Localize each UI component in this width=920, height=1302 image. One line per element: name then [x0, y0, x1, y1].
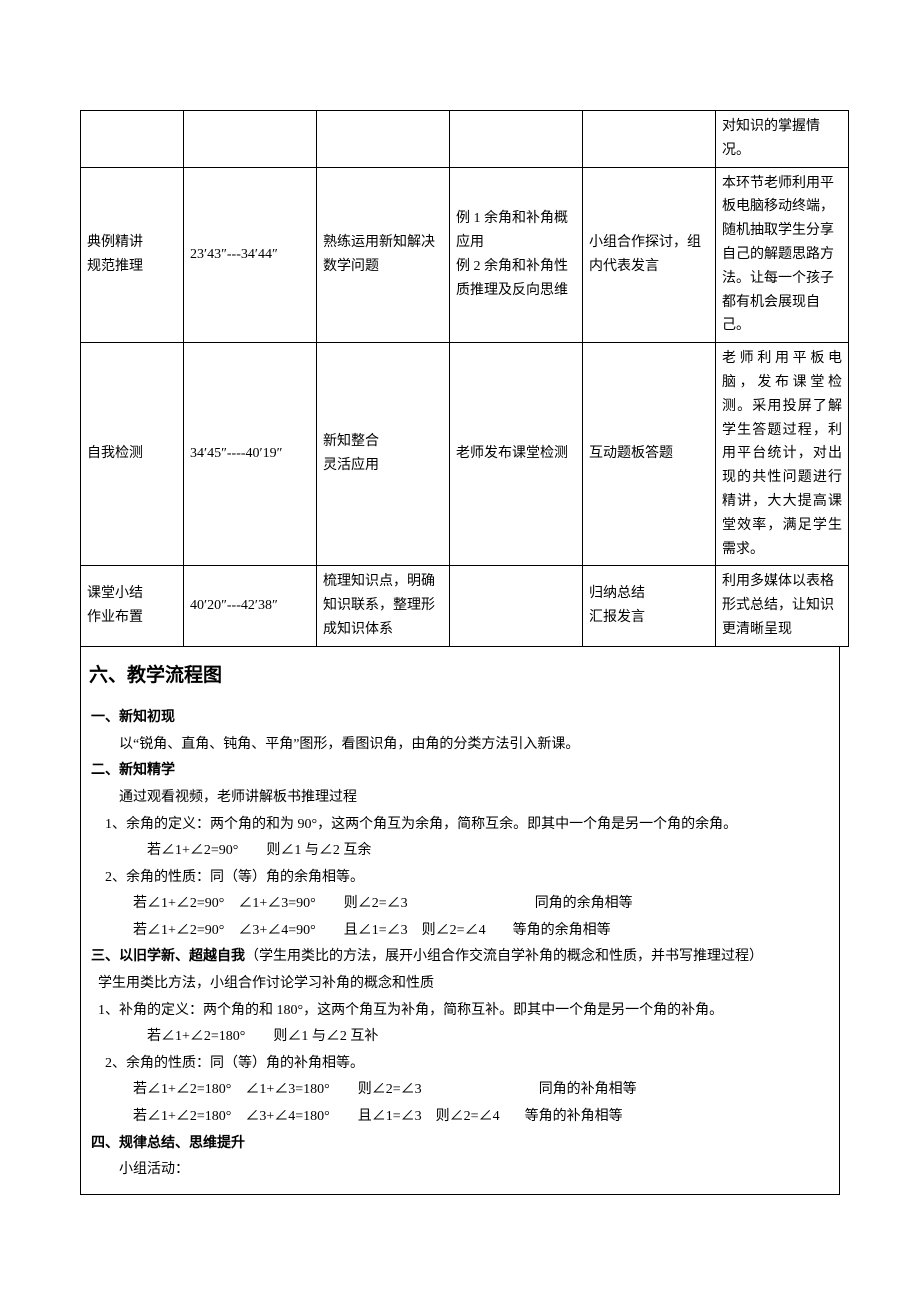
outline-2-p3: 若∠1+∠2=90° 则∠1 与∠2 互余	[91, 838, 829, 865]
outline-3-p3: 若∠1+∠2=180° 则∠1 与∠2 互补	[91, 1024, 829, 1051]
eq-text: 若∠1+∠2=180° ∠3+∠4=180° 且∠1=∠3 则∠2=∠4	[133, 1109, 500, 1124]
outline-2-p2: 1、余角的定义：两个角的和为 90°，这两个角互为余角，简称互余。即其中一个角是…	[91, 812, 829, 839]
cell: 例 1 余角和补角概应用例 2 余角和补角性质推理及反向思维	[450, 167, 583, 343]
outline-3-p2: 1、补角的定义：两个角的和 180°，这两个角互为补角，简称互补。即其中一个角是…	[91, 998, 829, 1025]
cell: 互动题板答题	[583, 343, 716, 566]
cell: 自我检测	[81, 343, 184, 566]
outline-2-head: 二、新知精学	[91, 758, 829, 785]
outline-1-p1: 以“锐角、直角、钝角、平角”图形，看图识角，由角的分类方法引入新课。	[91, 732, 829, 759]
outline-3-p5: 若∠1+∠2=180° ∠1+∠3=180° 则∠2=∠3 同角的补角相等	[91, 1077, 829, 1104]
page: 对知识的掌握情况。 典例精讲规范推理 23′43″---34′44″ 熟练运用新…	[0, 110, 920, 1195]
outline-2-p1: 通过观看视频，老师讲解板书推理过程	[91, 785, 829, 812]
cell	[583, 111, 716, 168]
outline-2-p5: 若∠1+∠2=90° ∠1+∠3=90° 则∠2=∠3 同角的余角相等	[91, 891, 829, 918]
outline-3-p4: 2、余角的性质：同（等）角的补角相等。	[91, 1051, 829, 1078]
cell: 归纳总结汇报发言	[583, 566, 716, 646]
outline-4-head: 四、规律总结、思维提升	[91, 1131, 829, 1158]
outline-2-p6: 若∠1+∠2=90° ∠3+∠4=90° 且∠1=∠3 则∠2=∠4 等角的余角…	[91, 918, 829, 945]
outline-3-p6: 若∠1+∠2=180° ∠3+∠4=180° 且∠1=∠3 则∠2=∠4 等角的…	[91, 1104, 829, 1131]
cell: 新知整合灵活应用	[317, 343, 450, 566]
eq-note: 同角的补角相等	[539, 1082, 637, 1097]
cell: 熟练运用新知解决数学问题	[317, 167, 450, 343]
cell: 40′20″---42′38″	[184, 566, 317, 646]
eq-note: 等角的补角相等	[525, 1109, 623, 1124]
cell: 本环节老师利用平板电脑移动终端，随机抽取学生分享自己的解题思路方法。让每一个孩子…	[716, 167, 849, 343]
outline-3-p1: 学生用类比方法，小组合作讨论学习补角的概念和性质	[91, 971, 829, 998]
lesson-table: 对知识的掌握情况。 典例精讲规范推理 23′43″---34′44″ 熟练运用新…	[80, 110, 849, 647]
outline-3-head-bold: 三、以旧学新、超越自我	[91, 949, 245, 964]
table-row: 对知识的掌握情况。	[81, 111, 849, 168]
cell: 典例精讲规范推理	[81, 167, 184, 343]
cell: 小组合作探讨，组内代表发言	[583, 167, 716, 343]
cell: 利用多媒体以表格形式总结，让知识更清晰呈现	[716, 566, 849, 646]
cell: 对知识的掌握情况。	[716, 111, 849, 168]
cell	[317, 111, 450, 168]
cell: 老师利用平板电脑，发布课堂检测。采用投屏了解学生答题过程，利用平台统计，对出现的…	[716, 343, 849, 566]
cell	[450, 566, 583, 646]
outline: 一、新知初现 以“锐角、直角、钝角、平角”图形，看图识角，由角的分类方法引入新课…	[80, 697, 840, 1195]
section-heading: 六、教学流程图	[80, 647, 840, 697]
cell: 老师发布课堂检测	[450, 343, 583, 566]
outline-3-head: 三、以旧学新、超越自我（学生用类比的方法，展开小组合作交流自学补角的概念和性质，…	[91, 944, 829, 971]
cell: 课堂小结作业布置	[81, 566, 184, 646]
cell	[184, 111, 317, 168]
eq-text: 若∠1+∠2=180° ∠1+∠3=180° 则∠2=∠3	[133, 1082, 422, 1097]
table-row: 典例精讲规范推理 23′43″---34′44″ 熟练运用新知解决数学问题 例 …	[81, 167, 849, 343]
cell	[81, 111, 184, 168]
cell: 23′43″---34′44″	[184, 167, 317, 343]
outline-3-head-rest: （学生用类比的方法，展开小组合作交流自学补角的概念和性质，并书写推理过程）	[245, 949, 763, 964]
eq-text: 若∠1+∠2=90° ∠1+∠3=90° 则∠2=∠3	[133, 896, 408, 911]
outline-4-p1: 小组活动：	[91, 1157, 829, 1184]
table-row: 课堂小结作业布置 40′20″---42′38″ 梳理知识点，明确知识联系，整理…	[81, 566, 849, 646]
table-row: 自我检测 34′45″----40′19″ 新知整合灵活应用 老师发布课堂检测 …	[81, 343, 849, 566]
eq-text: 若∠1+∠2=90° ∠3+∠4=90° 且∠1=∠3 则∠2=∠4	[133, 923, 486, 938]
eq-note: 等角的余角相等	[513, 923, 611, 938]
cell	[450, 111, 583, 168]
eq-note: 同角的余角相等	[535, 896, 633, 911]
cell: 34′45″----40′19″	[184, 343, 317, 566]
cell: 梳理知识点，明确知识联系，整理形成知识体系	[317, 566, 450, 646]
outline-2-p4: 2、余角的性质：同（等）角的余角相等。	[91, 865, 829, 892]
outline-1-head: 一、新知初现	[91, 705, 829, 732]
